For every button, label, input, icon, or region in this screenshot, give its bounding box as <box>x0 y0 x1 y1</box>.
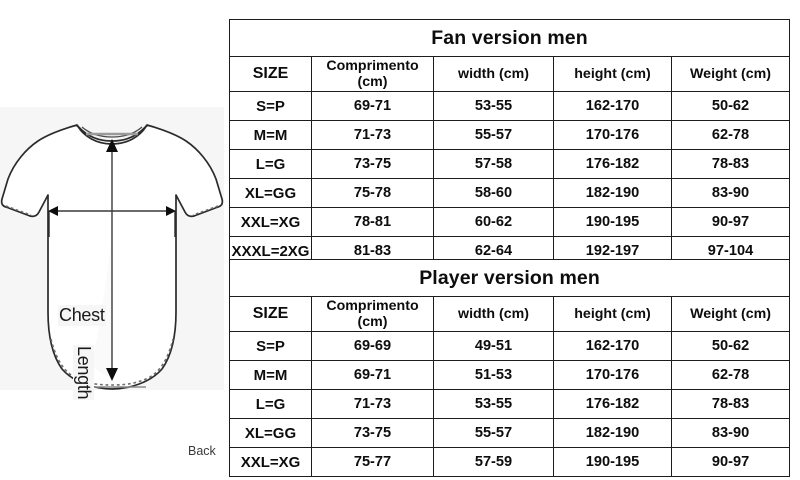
column-header-length: Comprimento (cm) <box>311 56 434 92</box>
cell-height: 162-170 <box>553 91 672 121</box>
column-header-weight: Weight (cm) <box>670 296 791 332</box>
cell-width: 60-62 <box>433 207 554 237</box>
column-header-height: height (cm) <box>553 296 672 332</box>
cell-width: 53-55 <box>433 389 554 419</box>
back-view-label: Back <box>188 444 216 458</box>
fan-table-title: Fan version men <box>228 19 791 57</box>
cell-width: 55-57 <box>433 120 554 150</box>
cell-weight: 90-97 <box>670 447 791 477</box>
cell-width: 53-55 <box>433 91 554 121</box>
cell-width: 57-59 <box>433 447 554 477</box>
cell-width: 58-60 <box>433 178 554 208</box>
table-row: M=M 71-73 55-57 170-176 62-78 <box>229 120 791 150</box>
table-title-row: Player version men <box>228 259 791 297</box>
cell-weight: 90-97 <box>670 207 791 237</box>
cell-height: 176-182 <box>553 389 672 419</box>
chest-measurement-label: Chest <box>58 305 106 326</box>
table-header-row: SIZE Comprimento (cm) width (cm) height … <box>229 56 791 92</box>
table-row: XXL=XG 75-77 57-59 190-195 90-97 <box>229 447 791 477</box>
shirt-shading <box>92 227 112 378</box>
cell-size: M=M <box>229 120 312 150</box>
cell-size: L=G <box>229 149 312 179</box>
cell-weight: 62-78 <box>670 360 791 390</box>
player-table-title: Player version men <box>228 259 791 297</box>
cell-length: 71-73 <box>311 120 434 150</box>
cell-width: 51-53 <box>433 360 554 390</box>
left-sleeve-stitching <box>5 205 32 216</box>
cell-length: 75-77 <box>311 447 434 477</box>
column-header-size: SIZE <box>229 56 312 92</box>
cell-weight: 50-62 <box>670 91 791 121</box>
cell-height: 190-195 <box>553 207 672 237</box>
fan-version-size-table: Fan version men SIZE Comprimento (cm) wi… <box>228 19 791 266</box>
cell-length: 78-81 <box>311 207 434 237</box>
cell-height: 170-176 <box>553 360 672 390</box>
column-header-weight: Weight (cm) <box>670 56 791 92</box>
cell-weight: 83-90 <box>670 418 791 448</box>
table-row: XXL=XG 78-81 60-62 190-195 90-97 <box>229 207 791 237</box>
column-header-width: width (cm) <box>433 56 554 92</box>
column-header-height: height (cm) <box>553 56 672 92</box>
cell-height: 176-182 <box>553 149 672 179</box>
cell-width: 57-58 <box>433 149 554 179</box>
cell-height: 162-170 <box>553 331 672 361</box>
cell-length: 73-75 <box>311 418 434 448</box>
cell-length: 69-71 <box>311 360 434 390</box>
right-sleeve-stitching <box>192 205 219 216</box>
cell-width: 55-57 <box>433 418 554 448</box>
table-row: XL=GG 75-78 58-60 182-190 83-90 <box>229 178 791 208</box>
cell-height: 182-190 <box>553 418 672 448</box>
cell-size: XL=GG <box>229 418 312 448</box>
cell-length: 69-69 <box>311 331 434 361</box>
shirt-illustration <box>0 124 224 390</box>
cell-height: 182-190 <box>553 178 672 208</box>
cell-length: 75-78 <box>311 178 434 208</box>
column-header-length: Comprimento (cm) <box>311 296 434 332</box>
table-row: XL=GG 73-75 55-57 182-190 83-90 <box>229 418 791 448</box>
cell-size: S=P <box>229 91 312 121</box>
cell-weight: 62-78 <box>670 120 791 150</box>
cell-weight: 78-83 <box>670 389 791 419</box>
bottom-hem-stitching <box>50 338 174 386</box>
cell-height: 170-176 <box>553 120 672 150</box>
cell-size: XL=GG <box>229 178 312 208</box>
cell-size: M=M <box>229 360 312 390</box>
length-measure-arrow <box>106 139 118 381</box>
column-header-size: SIZE <box>229 296 312 332</box>
table-header-row: SIZE Comprimento (cm) width (cm) height … <box>229 296 791 332</box>
table-row: L=G 71-73 53-55 176-182 78-83 <box>229 389 791 419</box>
player-version-size-table: Player version men SIZE Comprimento (cm)… <box>228 259 791 477</box>
cell-length: 71-73 <box>311 389 434 419</box>
cell-weight: 50-62 <box>670 331 791 361</box>
cell-size: L=G <box>229 389 312 419</box>
length-measurement-label: Length <box>73 345 94 401</box>
shirt-diagram-panel: Chest Length Back <box>0 107 224 458</box>
column-header-width: width (cm) <box>433 296 554 332</box>
cell-weight: 83-90 <box>670 178 791 208</box>
cell-length: 69-71 <box>311 91 434 121</box>
cell-width: 49-51 <box>433 331 554 361</box>
collar-inner-edge <box>81 126 143 138</box>
cell-size: XXL=XG <box>229 207 312 237</box>
table-row: M=M 69-71 51-53 170-176 62-78 <box>229 360 791 390</box>
cell-size: S=P <box>229 331 312 361</box>
table-row: S=P 69-71 53-55 162-170 50-62 <box>229 91 791 121</box>
cell-length: 73-75 <box>311 149 434 179</box>
table-row: S=P 69-69 49-51 162-170 50-62 <box>229 331 791 361</box>
table-row: L=G 73-75 57-58 176-182 78-83 <box>229 149 791 179</box>
cell-height: 190-195 <box>553 447 672 477</box>
table-title-row: Fan version men <box>228 19 791 57</box>
cell-size: XXL=XG <box>229 447 312 477</box>
cell-weight: 78-83 <box>670 149 791 179</box>
